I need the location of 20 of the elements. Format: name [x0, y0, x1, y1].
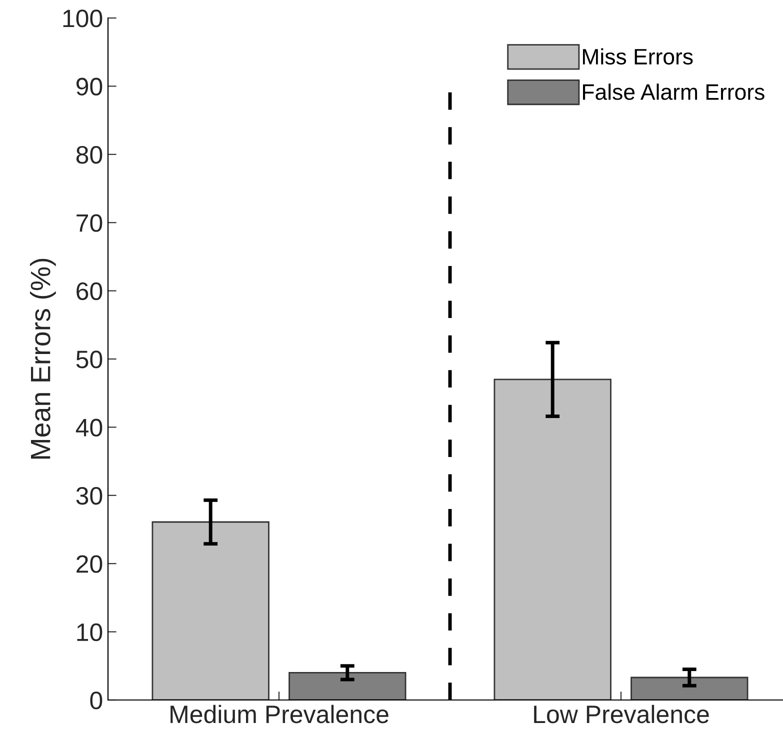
x-tick-label: Medium Prevalence [170, 704, 388, 724]
legend-label: False Alarm Errors [583, 84, 764, 100]
y-tick-label: 0 [90, 692, 102, 710]
x-tick-label: Low Prevalence [534, 704, 709, 724]
legend-label: Miss Errors [583, 48, 693, 65]
bar [494, 378, 612, 700]
y-tick-label: 40 [76, 418, 102, 437]
y-tick-label: 50 [76, 350, 102, 368]
y-axis-title: Mean Errors (%) [30, 258, 56, 459]
y-tick-label: 100 [63, 10, 102, 28]
y-tick-label: 80 [76, 146, 102, 164]
y-tick-label: 10 [77, 623, 102, 642]
y-tick-label: 90 [76, 78, 102, 96]
bar [152, 521, 270, 700]
y-tick-label: 20 [76, 555, 102, 573]
y-tick-label: 60 [76, 282, 102, 300]
bar [630, 676, 748, 700]
bar [288, 672, 406, 700]
y-tick-label: 30 [76, 487, 102, 505]
y-tick-label: 70 [76, 214, 102, 232]
